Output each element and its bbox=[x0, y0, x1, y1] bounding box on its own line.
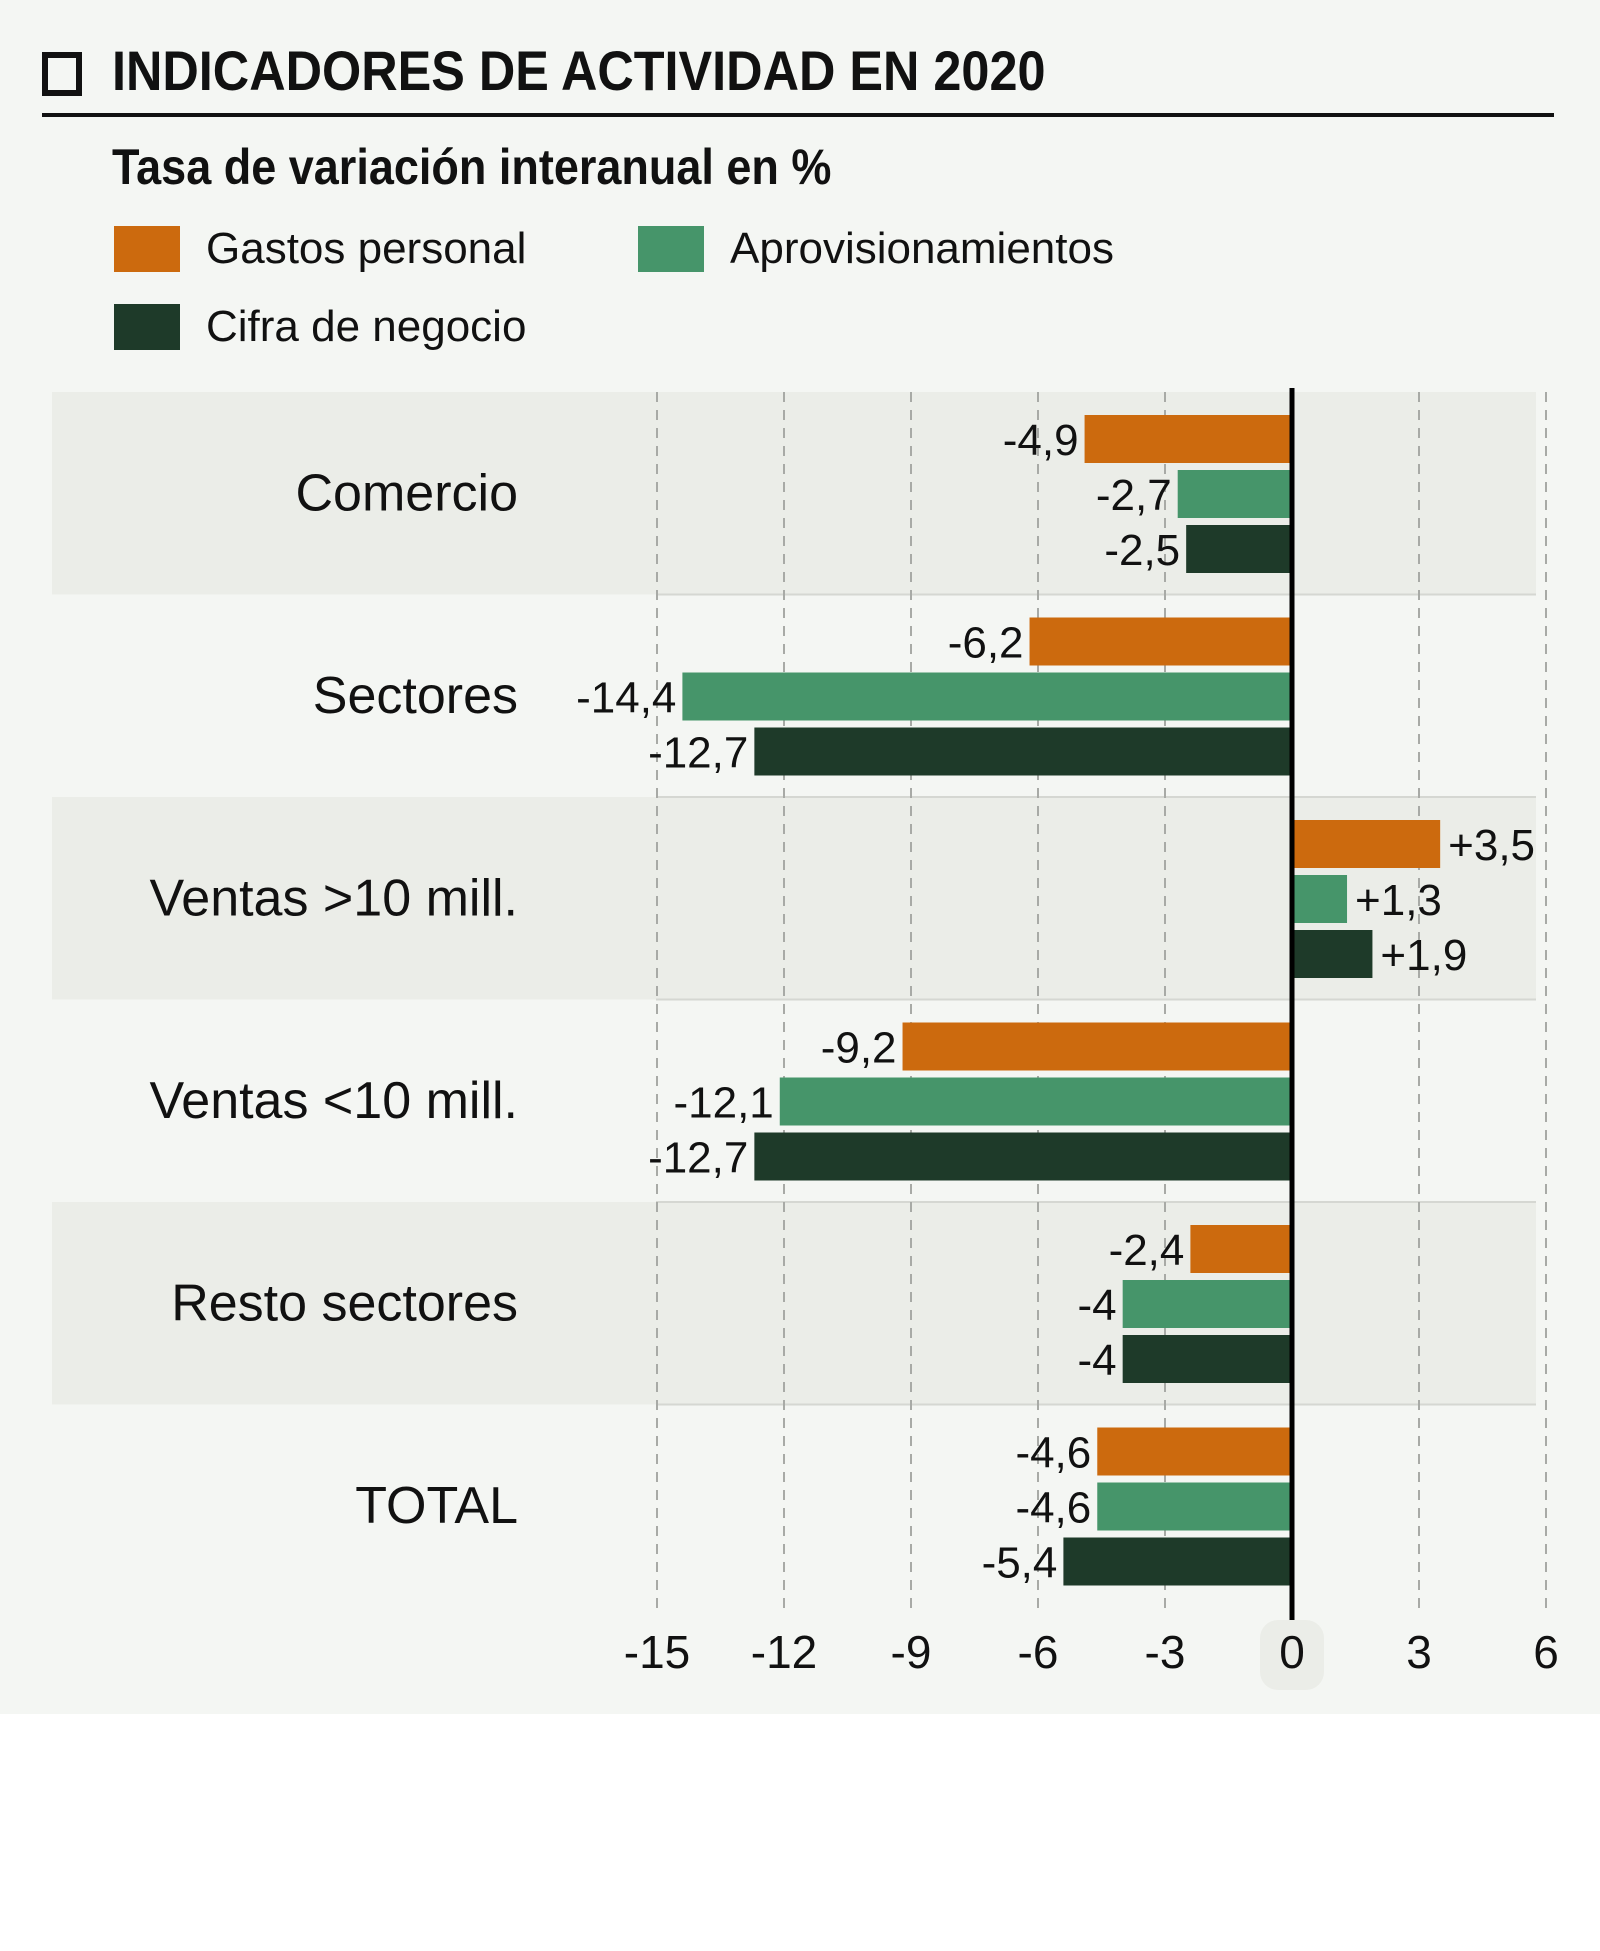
bar bbox=[902, 1022, 1292, 1071]
chart-title: INDICADORES DE ACTIVIDAD EN 2020 bbox=[112, 39, 1046, 102]
x-tick-label: -12 bbox=[751, 1626, 817, 1678]
category-label: Sectores bbox=[313, 667, 518, 725]
bar bbox=[1292, 930, 1373, 978]
value-label: -12,1 bbox=[673, 1079, 773, 1128]
category-label: Ventas >10 mill. bbox=[149, 869, 518, 927]
bar-chart: Comercio -4,9 -2,7 -2,5 Sectores -6,2 -14,4 -12… bbox=[52, 388, 1559, 1690]
bar bbox=[1029, 617, 1292, 666]
value-label: -14,4 bbox=[576, 674, 676, 723]
bar bbox=[754, 727, 1292, 776]
legend-swatch bbox=[638, 226, 704, 272]
value-label: -5,4 bbox=[982, 1539, 1058, 1588]
value-label: -4,9 bbox=[1003, 416, 1079, 465]
legend-swatch bbox=[114, 226, 180, 272]
legend-label: Gastos personal bbox=[206, 224, 527, 273]
value-label: -4,6 bbox=[1015, 1484, 1091, 1533]
bar bbox=[779, 1077, 1292, 1126]
bar bbox=[754, 1132, 1292, 1181]
value-label: +1,9 bbox=[1380, 931, 1467, 980]
legend-swatch bbox=[114, 304, 180, 350]
chart-subtitle: Tasa de variación interanual en % bbox=[112, 139, 832, 195]
title-square-icon bbox=[42, 52, 82, 96]
value-label: +3,5 bbox=[1448, 821, 1535, 870]
value-label: -2,7 bbox=[1096, 471, 1172, 520]
bar bbox=[1177, 470, 1292, 518]
value-label: -4 bbox=[1078, 1281, 1117, 1330]
bar bbox=[1084, 415, 1292, 463]
x-tick-label: 6 bbox=[1533, 1626, 1559, 1678]
zero-tick-highlight bbox=[1260, 1620, 1324, 1690]
legend-label: Cifra de negocio bbox=[206, 302, 527, 351]
category-label: Comercio bbox=[296, 464, 519, 522]
x-tick-label: -6 bbox=[1018, 1626, 1059, 1678]
bar bbox=[1292, 875, 1348, 923]
category-label: Resto sectores bbox=[171, 1274, 518, 1332]
value-label: -12,7 bbox=[648, 729, 748, 778]
bar bbox=[1292, 820, 1441, 868]
legend-item-gastos: Gastos personal bbox=[114, 224, 526, 274]
x-tick-label: 3 bbox=[1406, 1626, 1432, 1678]
legend-item-cifra: Cifra de negocio bbox=[114, 302, 526, 352]
bar bbox=[1122, 1335, 1292, 1383]
legend-item-aprovisionamientos: Aprovisionamientos bbox=[638, 224, 1114, 274]
bar bbox=[682, 672, 1292, 721]
x-tick-label: -3 bbox=[1145, 1626, 1186, 1678]
category-label: TOTAL bbox=[355, 1477, 518, 1535]
value-label: -12,7 bbox=[648, 1134, 748, 1183]
bar bbox=[1122, 1280, 1292, 1328]
category-label: Ventas <10 mill. bbox=[149, 1072, 518, 1130]
legend-label: Aprovisionamientos bbox=[730, 224, 1114, 273]
category-band bbox=[52, 797, 1536, 1000]
bar bbox=[1190, 1225, 1292, 1273]
bar bbox=[1097, 1482, 1292, 1531]
bar bbox=[1186, 525, 1292, 573]
title-rule bbox=[42, 113, 1554, 117]
value-label: -9,2 bbox=[821, 1024, 897, 1073]
category-band bbox=[52, 392, 1536, 595]
value-label: -2,5 bbox=[1104, 526, 1180, 575]
value-label: -4 bbox=[1078, 1336, 1117, 1385]
value-label: -2,4 bbox=[1109, 1226, 1185, 1275]
value-label: -6,2 bbox=[948, 619, 1024, 668]
x-tick-label: 0 bbox=[1279, 1626, 1305, 1678]
x-tick-label: -15 bbox=[624, 1626, 690, 1678]
bar bbox=[1097, 1427, 1292, 1476]
value-label: +1,3 bbox=[1355, 876, 1442, 925]
x-tick-label: -9 bbox=[891, 1626, 932, 1678]
value-label: -4,6 bbox=[1015, 1429, 1091, 1478]
bar bbox=[1063, 1537, 1292, 1586]
